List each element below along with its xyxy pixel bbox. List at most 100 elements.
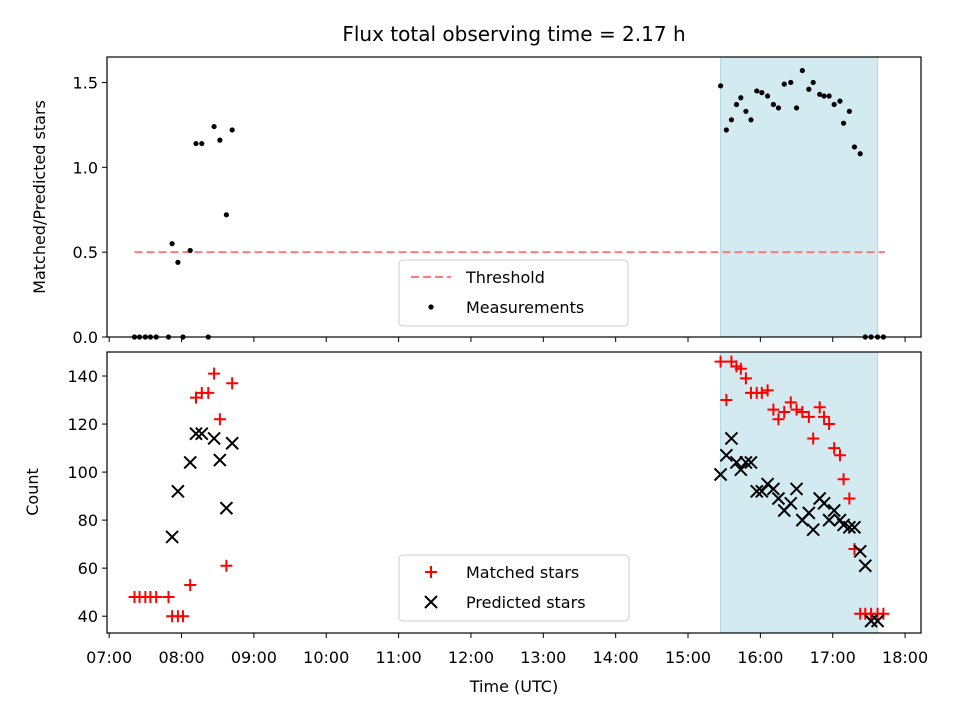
predicted-star-point xyxy=(724,431,739,446)
predicted-star-point xyxy=(817,496,831,511)
x-tick-label: 09:00 xyxy=(231,648,277,667)
predicted-star-point xyxy=(744,455,758,470)
matched-star-point xyxy=(150,590,163,603)
matched-star-point xyxy=(739,372,752,385)
measurement-point xyxy=(169,241,175,247)
top-y-axis-label: Matched/Predicted stars xyxy=(30,100,49,294)
measurement-point xyxy=(754,88,760,94)
predicted-star-point xyxy=(213,453,227,467)
predicted-star-point xyxy=(713,467,728,482)
measurement-point xyxy=(837,98,843,104)
predicted-star-point xyxy=(755,484,769,499)
measurement-point xyxy=(229,127,235,133)
predicted-star-point xyxy=(219,501,234,515)
predicted-star-point xyxy=(165,530,179,544)
predicted-star-point xyxy=(771,491,786,506)
predicted-star-point xyxy=(183,455,197,470)
x-tick-label: 11:00 xyxy=(376,648,422,667)
matched-star-point xyxy=(807,432,820,445)
measurement-point xyxy=(723,127,729,133)
predicted-legend-swatch xyxy=(424,595,438,609)
predicted-star-point xyxy=(847,520,862,535)
top-shaded-span xyxy=(720,56,879,338)
matched-star-point xyxy=(843,492,856,505)
x-axis-label: Time (UTC) xyxy=(469,677,558,696)
bottom-legend-box xyxy=(398,554,630,622)
x-tick-label: 12:00 xyxy=(448,648,494,667)
x-tick-label: 18:00 xyxy=(882,648,928,667)
top-axes-frame xyxy=(106,56,922,338)
measurement-point xyxy=(717,83,724,89)
predicted-star-point xyxy=(842,520,857,535)
matched-star-point xyxy=(767,403,780,416)
measurement-point xyxy=(817,91,823,97)
measurement-point xyxy=(857,151,863,157)
predicted-star-point xyxy=(171,484,185,499)
matched-star-point xyxy=(828,442,841,455)
measurement-point xyxy=(199,140,205,147)
predicted-star-point xyxy=(734,462,748,477)
matched-star-point xyxy=(162,590,175,603)
bottom-y-axis-label: Count xyxy=(23,468,42,516)
bottom-y-tick-label: 60 xyxy=(78,559,98,578)
measurement-point xyxy=(810,79,816,86)
x-tick-label: 10:00 xyxy=(303,648,349,667)
predicted-star-point xyxy=(827,503,841,518)
top-y-tick-label: 0.5 xyxy=(73,243,98,262)
measurement-point xyxy=(799,67,805,74)
matched-star-point xyxy=(734,362,747,375)
predicted-star-point xyxy=(822,513,836,527)
x-tick-label: 17:00 xyxy=(810,648,856,667)
measurement-point xyxy=(211,123,217,130)
x-tick-label: 16:00 xyxy=(737,648,783,667)
measurement-point xyxy=(826,93,832,99)
measurement-point xyxy=(738,95,744,101)
matched-star-point xyxy=(202,386,215,399)
predicted-legend-label: Predicted stars xyxy=(466,593,586,612)
measurement-point xyxy=(187,247,193,254)
matched-star-point xyxy=(790,403,803,416)
x-tick-label: 13:00 xyxy=(520,648,566,667)
matched-star-point xyxy=(755,386,768,399)
x-tick-label: 07:00 xyxy=(86,648,132,667)
matched-star-point xyxy=(818,410,831,423)
bottom-axes-frame xyxy=(106,351,922,634)
measurement-point xyxy=(770,101,776,108)
top-y-ticks: 0.0 0.5 1.0 1.5 xyxy=(73,73,107,347)
bottom-legend: Matched stars Predicted stars xyxy=(398,554,630,622)
measurement-point xyxy=(765,93,771,99)
predicted-star-point xyxy=(750,484,764,499)
bottom-y-tick-label: 100 xyxy=(67,463,98,482)
measurement-point xyxy=(831,101,837,108)
matched-star-point xyxy=(176,610,189,623)
matched-star-point xyxy=(714,355,727,368)
x-tick-label: 08:00 xyxy=(158,648,204,667)
chart-title: Flux total observing time = 2.17 h xyxy=(342,22,685,46)
bottom-y-tick-label: 80 xyxy=(78,511,98,530)
matched-stars-series xyxy=(128,355,890,623)
predicted-star-point xyxy=(766,482,781,496)
measurement-point xyxy=(759,90,765,96)
matched-star-point xyxy=(720,394,733,407)
measurement-point xyxy=(733,101,740,108)
measurement-point xyxy=(851,144,858,150)
predicted-star-point xyxy=(225,436,239,450)
measurement-point xyxy=(846,108,852,114)
matched-star-point xyxy=(213,413,226,426)
bottom-panel: 40 60 80 100 120 140 07:00 08:00 09:00 10:00 11:0… xyxy=(23,351,928,696)
predicted-star-point xyxy=(719,448,734,462)
matched-star-point xyxy=(772,413,785,426)
bottom-y-tick-label: 40 xyxy=(78,607,98,626)
top-legend-box xyxy=(398,259,629,327)
measurement-point xyxy=(788,79,794,86)
measurement-point xyxy=(223,212,229,218)
matched-star-point xyxy=(813,401,826,414)
predicted-star-point xyxy=(195,426,209,441)
predicted-star-point xyxy=(802,506,816,520)
matched-star-point xyxy=(761,384,774,397)
top-legend: Threshold Measurements xyxy=(398,259,629,327)
measurement-point xyxy=(821,93,827,99)
matched-legend-swatch xyxy=(425,566,437,578)
predicted-star-point xyxy=(806,523,820,537)
matched-star-point xyxy=(823,418,836,431)
